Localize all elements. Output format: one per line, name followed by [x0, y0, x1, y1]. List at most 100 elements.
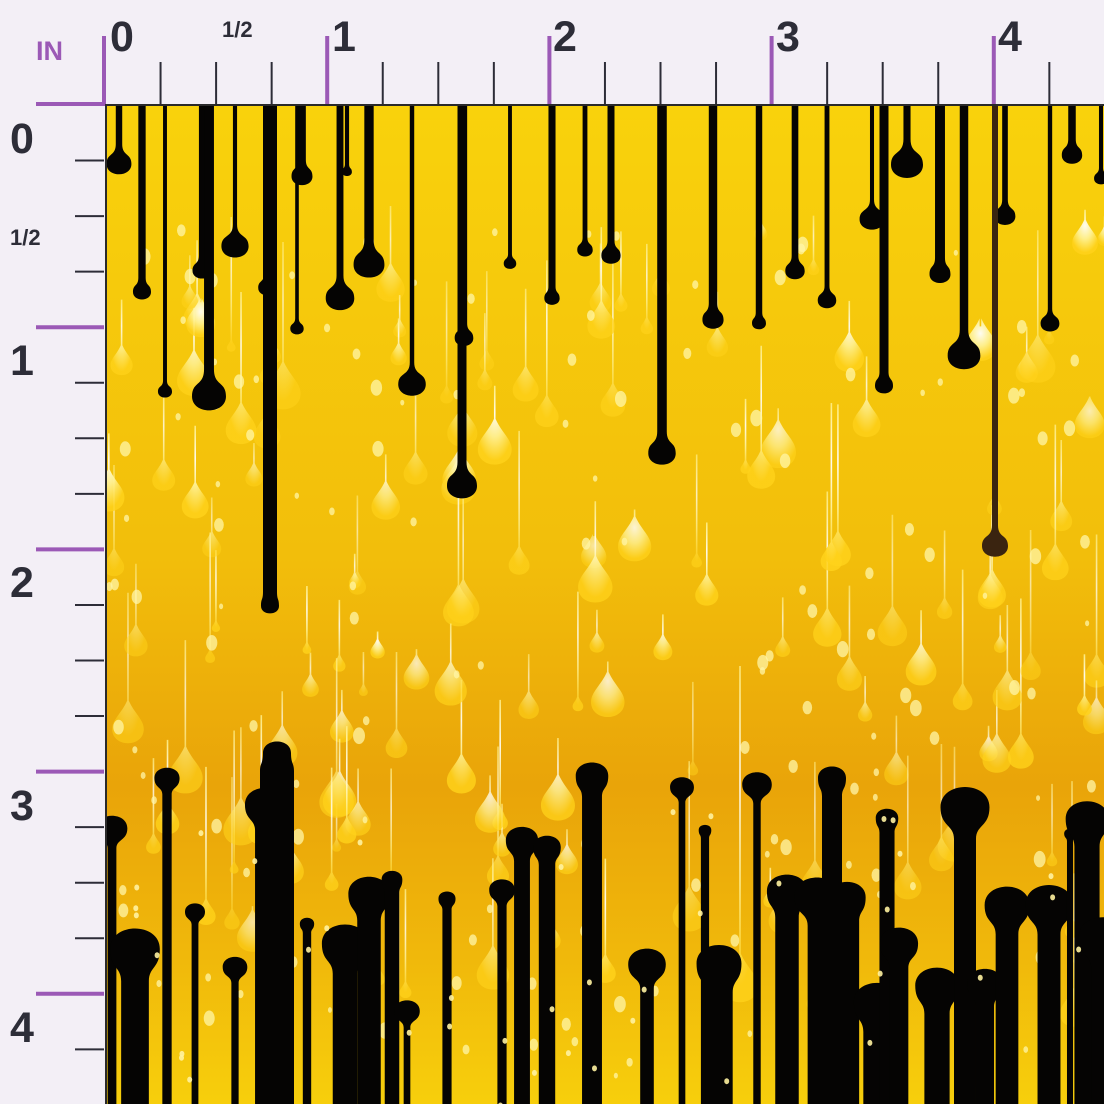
sparkle-droplet — [567, 353, 577, 366]
sparkle-droplet — [592, 475, 598, 482]
bottom-drip — [533, 835, 561, 1104]
sparkle-droplet — [757, 654, 769, 671]
light-drop — [440, 281, 454, 404]
sparkle-droplet — [237, 989, 244, 999]
bottom-drip — [1064, 828, 1076, 1104]
top-drip — [291, 106, 313, 186]
sparkle-droplet — [107, 581, 113, 592]
light-drop — [672, 761, 706, 932]
drip-highlight — [670, 809, 676, 816]
light-drop — [1074, 396, 1104, 439]
bottom-drip — [505, 827, 539, 1104]
light-drop — [202, 497, 222, 558]
sparkle-droplet — [562, 419, 569, 428]
top-drip — [503, 106, 517, 269]
light-drop — [852, 356, 881, 438]
top-label-half: 1/2 — [222, 17, 253, 42]
sparkle-droplet — [910, 882, 916, 891]
top-drip — [325, 106, 355, 311]
drip-highlight — [406, 1029, 412, 1036]
sparkle-droplet — [1023, 1046, 1029, 1053]
light-drop — [302, 585, 312, 654]
sparkle-droplet — [982, 592, 988, 599]
sparkle-droplet — [626, 1057, 633, 1067]
bottom-drip — [438, 891, 456, 1104]
sparkle-droplet — [219, 603, 224, 610]
sparkle-droplet — [586, 310, 595, 321]
bottom-drip — [818, 766, 846, 1104]
bottom-drip — [222, 956, 248, 1104]
left-label-1: 1 — [10, 337, 34, 385]
bottom-drip — [967, 969, 1003, 1104]
bottom-drip — [489, 879, 515, 1104]
light-drop — [403, 649, 430, 690]
top-drip — [132, 106, 152, 300]
light-drop — [894, 755, 922, 900]
drip-highlight — [776, 880, 782, 887]
top-drip — [192, 106, 212, 279]
top-drip — [353, 106, 385, 278]
sparkle-droplet — [349, 581, 357, 591]
light-drop — [591, 661, 625, 718]
light-drop — [834, 300, 865, 373]
sparkle-droplet — [329, 507, 335, 516]
light-drop — [196, 766, 216, 926]
drip-highlight — [697, 910, 703, 917]
light-drop — [589, 609, 605, 653]
sparkle-droplet — [372, 440, 384, 457]
bottom-drip — [348, 876, 390, 1104]
light-drop — [371, 454, 400, 520]
bottom-drip — [381, 870, 403, 1104]
top-drip — [290, 106, 304, 335]
light-drop — [477, 385, 512, 465]
top-drip — [891, 106, 923, 178]
sparkle-droplet — [176, 224, 186, 237]
top-label-0: 0 — [110, 13, 134, 61]
sparkle-droplet — [123, 514, 130, 522]
light-drop — [740, 398, 751, 474]
top-drip — [577, 106, 593, 257]
light-drop — [370, 631, 385, 659]
light-drop — [152, 390, 176, 491]
sparkle-droplet — [1016, 320, 1027, 334]
light-drop — [229, 730, 239, 874]
sparkle-droplet — [807, 604, 818, 618]
drip-highlight — [134, 884, 140, 891]
top-drip — [994, 106, 1016, 225]
light-drop — [1077, 654, 1092, 716]
light-drop — [691, 454, 702, 568]
sparkle-droplet — [770, 833, 779, 845]
light-drop — [653, 614, 673, 661]
sparkle-droplet — [1070, 354, 1080, 367]
bottom-drip — [742, 772, 772, 1104]
sparkle-droplet — [1063, 420, 1076, 437]
sparkle-droplet — [866, 628, 876, 641]
light-drop — [348, 495, 367, 595]
light-drop — [474, 775, 506, 833]
sparkle-droplet — [561, 1017, 571, 1031]
sparkle-droplet — [924, 547, 935, 562]
light-drop — [1007, 598, 1034, 769]
sparkle-droplet — [156, 980, 162, 988]
sparkle-droplet — [788, 759, 798, 773]
left-label-4: 4 — [10, 1004, 34, 1052]
sparkle-droplet — [750, 409, 763, 427]
top-drip — [192, 106, 226, 411]
sparkle-droplet — [249, 720, 258, 732]
sparkle-droplet — [953, 249, 958, 256]
top-drip — [929, 106, 951, 284]
top-drip — [785, 106, 805, 280]
sparkle-droplet — [400, 399, 405, 406]
sparkle-droplet — [780, 839, 792, 856]
sparkle-droplet — [140, 772, 146, 779]
light-drop — [722, 666, 758, 1003]
sparkle-droplet — [370, 379, 383, 396]
sparkle-droplet — [871, 732, 877, 740]
sparkle-droplet — [180, 316, 186, 325]
light-drop — [556, 829, 578, 875]
sparkle-droplet — [873, 768, 880, 777]
sparkle-droplet — [747, 1030, 753, 1037]
light-drop — [594, 858, 616, 983]
sparkle-droplet — [175, 413, 181, 421]
